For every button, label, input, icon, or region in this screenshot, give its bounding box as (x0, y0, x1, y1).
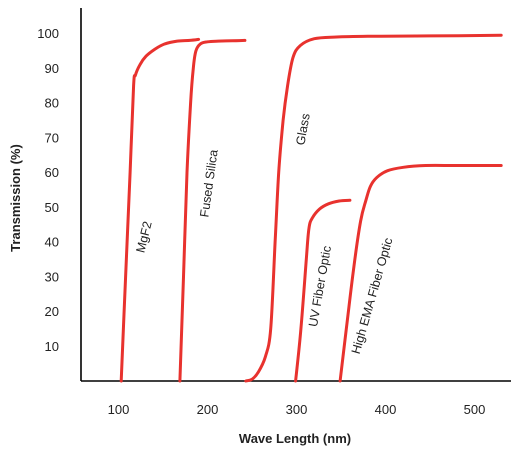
x-tick-labels: 100 200 300 400 500 (108, 402, 486, 417)
y-tick-label: 70 (45, 130, 59, 145)
series-label: Glass (293, 112, 312, 146)
y-tick-labels: 10 20 30 40 50 60 70 80 90 100 (37, 26, 59, 354)
series-label: MgF2 (133, 220, 154, 254)
x-tick-label: 200 (197, 402, 219, 417)
y-tick-label: 30 (45, 269, 59, 284)
series-line (178, 38, 247, 383)
y-tick-label: 80 (45, 96, 59, 111)
y-tick-label: 50 (45, 200, 59, 215)
y-tick-label: 90 (45, 61, 59, 76)
y-tick-label: 40 (45, 235, 59, 250)
y-tick-label: 10 (45, 339, 59, 354)
x-tick-label: 400 (375, 402, 397, 417)
series-line (119, 37, 201, 383)
series-label: Fused Silica (197, 149, 220, 218)
x-axis-title: Wave Length (nm) (239, 431, 351, 446)
series-line (294, 198, 352, 383)
plot-area (80, 8, 511, 382)
series-line (338, 163, 503, 383)
y-tick-label: 100 (37, 26, 59, 41)
y-tick-label: 20 (45, 304, 59, 319)
y-axis-title: Transmission (%) (8, 144, 23, 252)
x-tick-label: 500 (464, 402, 486, 417)
series-lines (119, 33, 503, 383)
series-line (244, 33, 503, 383)
series-label: UV Fiber Optic (306, 245, 334, 328)
x-tick-label: 100 (108, 402, 130, 417)
x-tick-label: 300 (286, 402, 308, 417)
y-tick-label: 60 (45, 165, 59, 180)
